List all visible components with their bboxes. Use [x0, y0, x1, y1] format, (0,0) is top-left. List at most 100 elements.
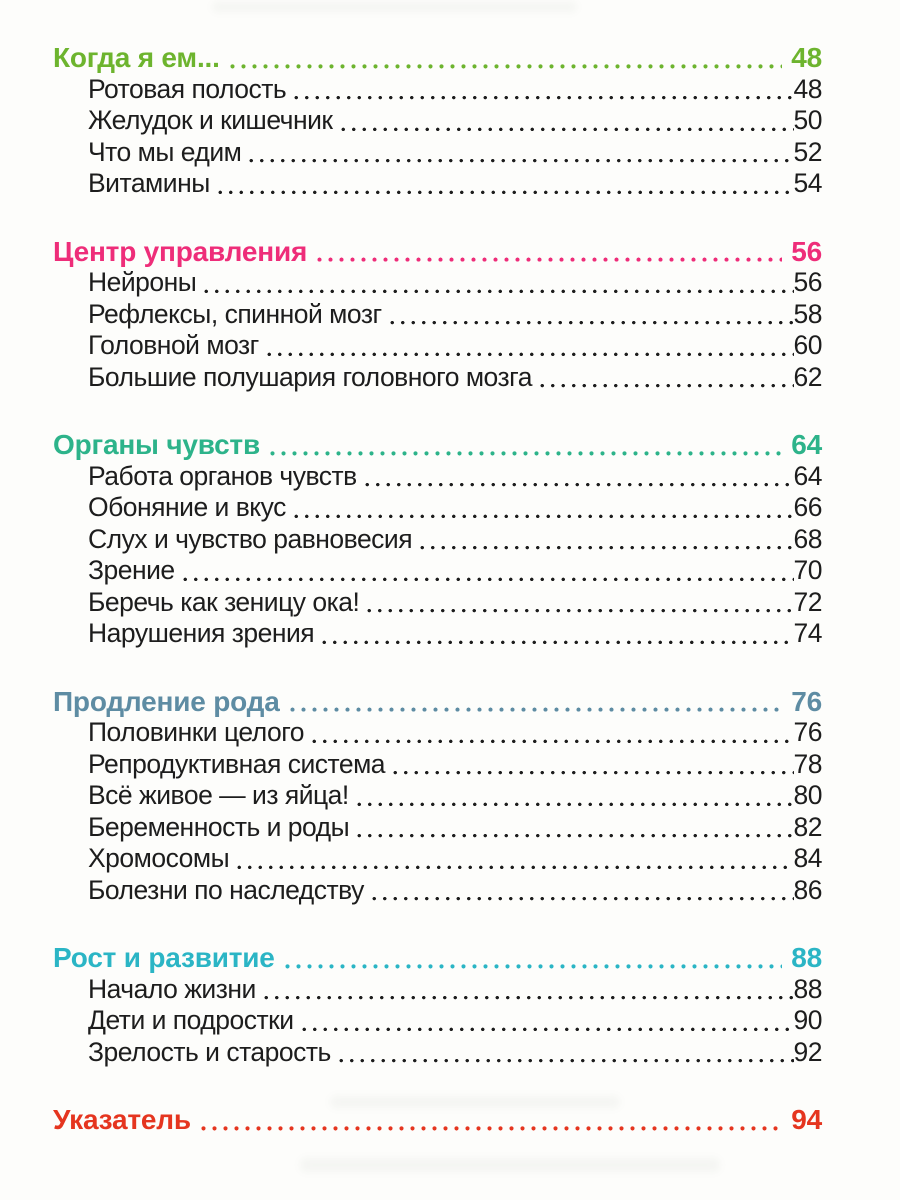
dotted-leader — [263, 330, 794, 362]
toc-entry-row: Зрелость и старость 92 — [53, 1036, 823, 1068]
dotted-leader — [417, 523, 794, 555]
toc-entry-row: Болезни по наследству 86 — [53, 874, 823, 906]
toc-entry-row: Нарушения зрения 74 — [53, 618, 823, 650]
section-page-number: 64 — [791, 429, 822, 460]
entry-title: Беречь как зеницу ока! — [88, 586, 360, 617]
toc-section: Когда я ем... 48 Ротовая полость 48 Желу… — [53, 42, 823, 200]
toc-entry-row: Желудок и кишечник 50 — [53, 105, 823, 137]
entry-title: Зрение — [88, 555, 175, 585]
toc-entry-row: Витамины 54 — [53, 168, 823, 200]
entry-page-number: 60 — [793, 330, 823, 360]
section-page-number: 76 — [791, 685, 822, 717]
toc-entry-row: Хромосомы 84 — [53, 843, 823, 875]
toc-section: Продление рода 76 Половинки целого 76 Ре… — [53, 685, 823, 906]
entry-page-number: 78 — [793, 748, 823, 779]
toc-entry-row: Всё живое — из яйца! 80 — [53, 780, 823, 812]
section-title: Продление рода — [53, 685, 280, 717]
dotted-leader — [234, 843, 794, 875]
entry-page-number: 68 — [793, 523, 823, 554]
entry-title: Обоняние и вкус — [88, 492, 286, 522]
toc-items: Работа органов чувств 64 Обоняние и вкус… — [53, 460, 823, 650]
entry-page-number: 52 — [793, 136, 823, 167]
toc-entry-row: Рефлексы, спинной мозг 58 — [53, 298, 823, 330]
section-heading-row: Продление рода 76 — [53, 685, 822, 717]
toc-entry-row: Беречь как зеницу ока! 72 — [53, 586, 823, 618]
entry-title: Работа органов чувств — [88, 460, 357, 491]
dotted-leader — [390, 748, 794, 780]
toc-items: Нейроны 56 Рефлексы, спинной мозг 58 Гол… — [53, 267, 823, 393]
dotted-leader — [286, 685, 783, 717]
dotted-leader — [353, 780, 794, 812]
entry-page-number: 70 — [793, 555, 823, 585]
entry-title: Головной мозг — [88, 330, 259, 360]
dotted-leader — [281, 942, 783, 974]
dotted-leader — [536, 361, 794, 393]
section-heading-row: Когда я ем... 48 — [53, 42, 822, 74]
entry-page-number: 86 — [793, 874, 823, 905]
page-bleedthrough-artifact — [300, 1158, 720, 1172]
toc-section: Центр управления 56 Нейроны 56 Рефлексы,… — [53, 235, 823, 393]
dotted-leader — [314, 235, 783, 267]
entry-title: Половинки целого — [88, 717, 305, 747]
entry-title: Нейроны — [88, 267, 197, 297]
dotted-leader — [197, 1104, 783, 1136]
toc-entry-row: Ротовая полость 48 — [53, 73, 823, 105]
entry-title: Желудок и кишечник — [88, 105, 333, 135]
entry-title: Большие полушария головного мозга — [88, 361, 532, 392]
section-title: Рост и развитие — [53, 942, 275, 973]
dotted-leader — [290, 492, 794, 524]
entry-page-number: 80 — [793, 780, 823, 810]
dotted-leader — [364, 586, 794, 618]
page-bleedthrough-artifact — [212, 2, 577, 12]
toc-entry-row: Головной мозг 60 — [53, 330, 823, 362]
entry-page-number: 82 — [793, 811, 823, 842]
dotted-leader — [291, 73, 794, 105]
entry-page-number: 74 — [793, 618, 823, 648]
entry-title: Репродуктивная система — [88, 748, 386, 779]
entry-page-number: 64 — [793, 460, 823, 491]
toc-items: Начало жизни 88 Дети и подростки 90 Зрел… — [53, 973, 823, 1068]
entry-title: Зрелость и старость — [88, 1036, 331, 1067]
dotted-leader — [266, 429, 783, 461]
toc-entry-row: Репродуктивная система 78 — [53, 748, 823, 780]
dotted-leader — [260, 973, 794, 1005]
toc-entry-row: Половинки целого 76 — [53, 717, 823, 749]
dotted-leader — [335, 1036, 794, 1068]
entry-title: Начало жизни — [88, 973, 256, 1004]
entry-page-number: 72 — [793, 586, 823, 617]
section-page-number: 56 — [791, 235, 822, 267]
entry-page-number: 56 — [793, 267, 823, 297]
entry-title: Дети и подростки — [88, 1005, 294, 1035]
entry-page-number: 92 — [793, 1036, 823, 1067]
toc-section: Указатель 94 — [53, 1104, 822, 1136]
entry-page-number: 90 — [793, 1005, 823, 1035]
entry-title: Слух и чувство равновесия — [88, 523, 413, 554]
toc-entry-row: Обоняние и вкус 66 — [53, 492, 823, 524]
entry-title: Всё живое — из яйца! — [88, 780, 349, 810]
dotted-leader — [354, 811, 794, 843]
dotted-leader — [214, 168, 794, 200]
entry-page-number: 48 — [793, 73, 823, 104]
section-heading-row: Центр управления 56 — [53, 235, 822, 267]
entry-title: Болезни по наследству — [88, 874, 364, 905]
section-title: Органы чувств — [53, 429, 260, 460]
toc-entry-row: Что мы едим 52 — [53, 136, 823, 168]
dotted-leader — [298, 1005, 794, 1037]
dotted-leader — [386, 298, 794, 330]
toc-section: Рост и развитие 88 Начало жизни 88 Дети … — [53, 942, 823, 1068]
entry-page-number: 84 — [793, 843, 823, 873]
toc-entry-row: Дети и подростки 90 — [53, 1005, 823, 1037]
section-title: Указатель — [53, 1104, 191, 1135]
section-heading-row: Органы чувств 64 — [53, 429, 822, 461]
section-title: Центр управления — [53, 235, 308, 267]
toc-entry-row: Беременность и роды 82 — [53, 811, 823, 843]
toc-items: Ротовая полость 48 Желудок и кишечник 50… — [53, 73, 823, 200]
entry-page-number: 88 — [793, 973, 823, 1004]
section-title: Когда я ем... — [53, 42, 220, 73]
toc-items: Половинки целого 76 Репродуктивная систе… — [53, 717, 823, 906]
section-page-number: 94 — [791, 1104, 822, 1135]
dotted-leader — [179, 555, 794, 587]
toc-entry-row: Работа органов чувств 64 — [53, 460, 823, 492]
dotted-leader — [337, 105, 794, 137]
dotted-leader — [361, 460, 794, 492]
